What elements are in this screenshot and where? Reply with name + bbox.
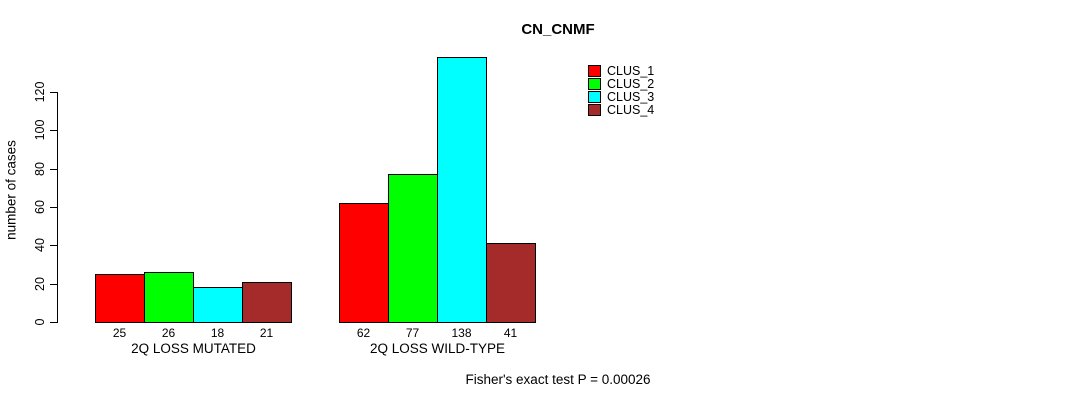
y-tick-label: 20 bbox=[33, 277, 47, 291]
bar-clus_4-group1 bbox=[242, 282, 292, 323]
bar-clus_3-group2 bbox=[437, 57, 487, 323]
bar-value-label: 77 bbox=[405, 326, 420, 340]
bar-value-label: 26 bbox=[161, 326, 176, 340]
bar-value-label: 21 bbox=[259, 326, 274, 340]
bar-clus_2-group2 bbox=[388, 174, 438, 323]
legend-label: CLUS_3 bbox=[607, 90, 655, 104]
bar-clus_2-group1 bbox=[144, 272, 194, 323]
x-group-label: 2Q LOSS WILD-TYPE bbox=[369, 341, 506, 356]
y-tick-label: 80 bbox=[33, 162, 47, 176]
bar-clus_1-group1 bbox=[95, 274, 145, 323]
legend-swatch-icon bbox=[588, 65, 601, 77]
y-tick-mark bbox=[50, 92, 57, 93]
y-tick-mark bbox=[50, 284, 57, 285]
legend-swatch-icon bbox=[588, 91, 601, 103]
y-tick-label: 0 bbox=[33, 318, 47, 326]
y-tick-label: 60 bbox=[33, 200, 47, 214]
bar-value-label: 138 bbox=[451, 326, 472, 340]
y-tick-mark bbox=[50, 245, 57, 246]
bar-value-label: 62 bbox=[356, 326, 371, 340]
bar-clus_1-group2 bbox=[339, 203, 389, 323]
bar-clus_4-group2 bbox=[486, 243, 536, 323]
y-tick-mark bbox=[50, 322, 57, 323]
y-axis-line bbox=[57, 92, 58, 323]
bar-clus_3-group1 bbox=[193, 287, 243, 323]
legend-swatch-icon bbox=[588, 78, 601, 90]
bar-value-label: 18 bbox=[210, 326, 225, 340]
legend-swatch-icon bbox=[588, 104, 601, 116]
y-tick-mark bbox=[50, 169, 57, 170]
legend-label: CLUS_2 bbox=[607, 77, 655, 91]
chart-title: CN_CNMF bbox=[521, 21, 595, 38]
y-axis-title: number of cases bbox=[3, 140, 19, 240]
y-tick-mark bbox=[50, 130, 57, 131]
y-tick-mark bbox=[50, 207, 57, 208]
legend-label: CLUS_1 bbox=[607, 64, 655, 78]
bar-value-label: 25 bbox=[112, 326, 127, 340]
y-tick-label: 120 bbox=[33, 81, 47, 103]
bar-value-label: 41 bbox=[503, 326, 518, 340]
footnote-fisher-test: Fisher's exact test P = 0.00026 bbox=[465, 372, 651, 387]
y-tick-label: 40 bbox=[33, 238, 47, 252]
y-tick-label: 100 bbox=[33, 119, 47, 141]
x-group-label: 2Q LOSS MUTATED bbox=[131, 341, 256, 356]
legend-label: CLUS_4 bbox=[607, 103, 655, 117]
